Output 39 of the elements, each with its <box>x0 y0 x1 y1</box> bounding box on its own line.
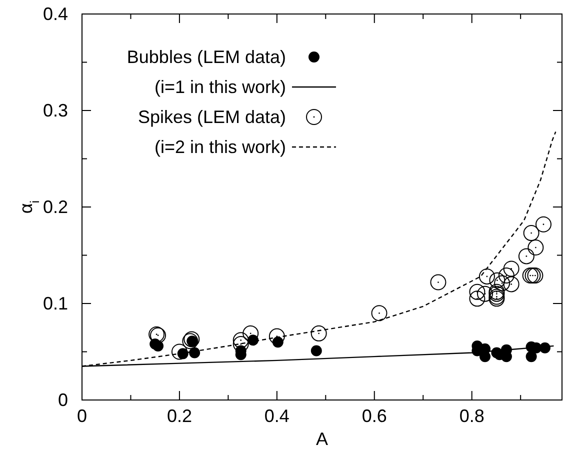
point <box>469 284 486 300</box>
point <box>310 345 322 356</box>
point <box>494 275 510 292</box>
point <box>232 332 249 348</box>
x-tick-label: 0.8 <box>459 406 484 426</box>
point <box>535 216 552 232</box>
point <box>523 225 540 242</box>
point <box>503 260 520 277</box>
x-axis-title: A <box>316 429 328 449</box>
y-tick-label: 0.1 <box>42 294 68 314</box>
point <box>480 351 491 362</box>
point <box>528 240 544 256</box>
point <box>503 276 520 292</box>
point <box>518 248 534 264</box>
point <box>430 274 446 290</box>
point <box>371 305 388 322</box>
point <box>477 286 494 302</box>
point <box>498 268 514 284</box>
legend-label: (i=1 in this work) <box>154 77 286 97</box>
point <box>189 347 200 358</box>
point <box>489 272 506 288</box>
point <box>310 325 327 342</box>
point <box>242 325 259 342</box>
y-tick-label: 0.3 <box>42 100 68 120</box>
x-tick-label: 0.6 <box>362 406 387 426</box>
x-tick-label: 0.4 <box>264 406 290 426</box>
point <box>469 290 486 307</box>
y-tick-label: 0 <box>58 390 68 410</box>
y-tick-label: 0.2 <box>42 197 68 217</box>
point <box>526 351 537 362</box>
y-tick-label: 0.4 <box>42 4 68 24</box>
legend-label: Spikes (LEM data) <box>138 107 286 127</box>
legend-label: Bubbles (LEM data) <box>126 47 286 67</box>
point <box>268 328 285 344</box>
x-tick-label: 0.2 <box>166 406 192 426</box>
point <box>478 268 495 284</box>
legend-label: (i=2 in this work) <box>154 137 286 157</box>
x-tick-label: 0 <box>76 406 88 426</box>
point <box>171 344 188 360</box>
